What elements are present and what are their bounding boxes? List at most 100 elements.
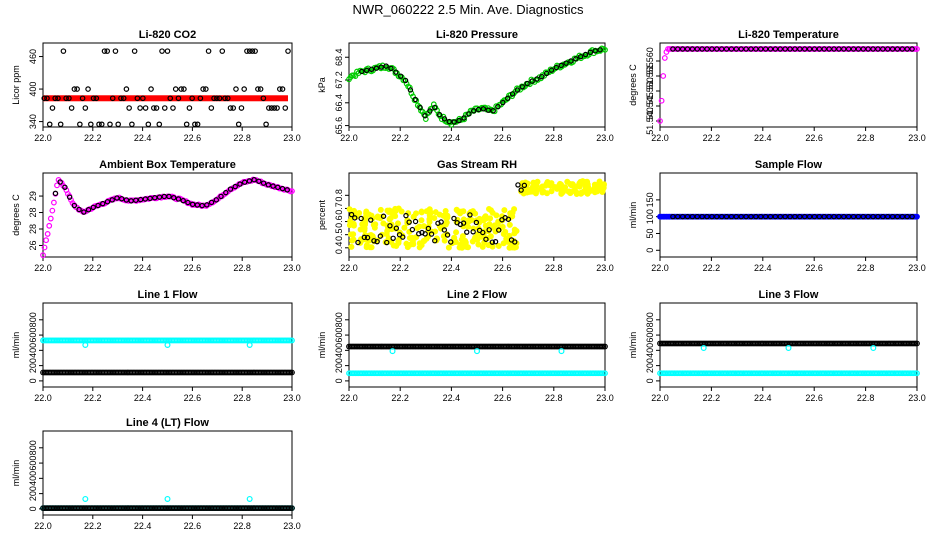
pressure-pressure-point [419,108,426,115]
pressure-pressure-point [408,90,415,97]
co2-average-point [268,105,275,111]
rh-point [418,208,425,215]
box_temp-temp-point [49,207,56,214]
line3-ytick-label: 200 [645,358,655,373]
licor_temp-average-point [894,46,901,52]
rh-point [426,218,433,225]
rh-average-point [416,231,422,237]
co2-average-point [57,121,64,128]
rh-point [506,221,513,228]
line4-xtick-label: 22.6 [184,521,202,531]
line4-ytick-label: 600 [28,456,38,471]
box_temp-average-point [133,197,139,203]
co2-average-point [222,95,228,102]
pressure-xtick-label: 22.6 [494,133,512,143]
pressure-average-point [558,62,564,69]
co2-average-point [148,86,154,92]
pressure-average-point [519,84,526,90]
rh-point [394,220,401,227]
box_temp-xtick-label: 22.4 [134,263,152,273]
box_temp-frame [42,172,293,258]
line3-ytick-label: 600 [645,328,655,343]
licor_temp-average-point [723,46,730,52]
line3-xtick-label: 22.6 [805,393,823,403]
rh-point [530,179,537,186]
box_temp-average-point [180,197,186,204]
rh-ytick-label: 0.7 [334,202,344,215]
co2-average-point [68,105,75,111]
co2-average-point [49,105,56,111]
sample_flow-average-point [670,213,676,220]
rh-ytick-label: 0.4 [334,242,344,255]
sample_flow-average-point [806,213,813,220]
co2-average-point [282,105,289,111]
line1-xtick-label: 22.8 [233,393,251,403]
co2-average-point [186,105,193,111]
licor_temp-ytick-label: 51.560 [645,47,655,75]
pressure-ytick-label: 65.6 [334,117,344,135]
box_temp-average-point [260,180,267,186]
line1-xtick-label: 22.6 [184,393,202,403]
rh-point [454,207,461,214]
rh-point [458,236,465,243]
rh-point [482,222,489,229]
licor_temp-average-point [679,46,686,52]
co2-average-point [129,121,135,128]
rh-average-point [492,239,499,245]
sample_flow-average-point [699,213,705,220]
rh-average-point [390,235,396,241]
co2-average-point [246,48,253,54]
box_temp-average-point [123,197,130,203]
box_temp-average-point [284,187,290,193]
rh-point [377,206,384,213]
co2-average-point [126,105,132,111]
rh-point [393,242,400,249]
co2-ylabel: Licor ppm [11,65,21,105]
pressure-average-point [451,119,457,125]
pressure-title: Li-820 Pressure [436,29,518,41]
pressure-ytick-label: 67.2 [334,71,344,89]
co2-average-point [216,95,223,102]
line2-ytick-label: 800 [334,312,344,327]
rh-point [594,181,601,188]
pressure-xtick-label: 22.0 [340,133,358,143]
co2-average-point [63,95,69,102]
co2-average-point [219,48,226,54]
licor_temp-average-point [801,46,808,52]
co2-average-point [257,86,264,92]
sample_flow-flow-point [914,213,920,220]
line2-ylabel: ml/min [317,332,327,359]
co2-average-point [123,86,130,92]
licor_temp-average-point [758,46,764,52]
rh-point [564,178,571,185]
box_temp-average-point [137,196,144,203]
licor_temp-average-point [689,46,696,52]
co2-average-point [44,95,50,102]
sample_flow-average-point [743,213,749,220]
line2-xtick-label: 22.8 [545,393,563,403]
rh-xtick-label: 22.8 [545,263,563,273]
co2-average-point [183,121,190,128]
rh-average-point [432,238,438,244]
sample_flow-average-point [845,213,852,220]
sample_flow-xtick-label: 22.6 [805,263,823,273]
co2-average-point [200,86,206,92]
rh-point [374,214,381,221]
rh-average-point [374,238,380,245]
box_temp-average-point [265,182,272,188]
licor_temp-average-point [836,46,842,52]
rh-point [431,214,438,221]
line2-black-point [602,343,608,350]
co2-continuous-band [43,95,288,102]
sample_flow-average-point [714,213,720,220]
line3-xtick-label: 22.2 [703,393,721,403]
rh-point [512,244,519,251]
rh-point [501,207,508,214]
sample_flow-average-point [689,213,696,220]
box_temp-average-point [142,196,149,202]
box_temp-average-point [223,189,229,196]
licor_temp-average-point [899,46,906,52]
box_temp-title: Ambient Box Temperature [99,159,236,171]
pressure-average-point [407,87,414,93]
rh-point [576,180,583,187]
